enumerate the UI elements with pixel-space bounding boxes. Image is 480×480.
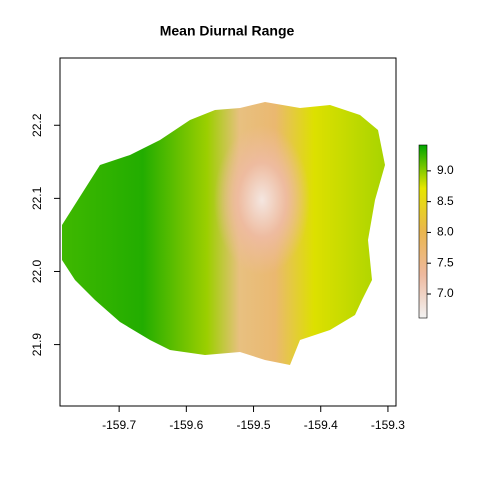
x-tick-label: -159.4 (304, 418, 338, 432)
y-tick-label: 22.1 (30, 186, 44, 210)
x-tick-label: -159.6 (169, 418, 203, 432)
colorbar-tick-label: 7.0 (437, 286, 454, 300)
x-tick-label: -159.5 (237, 418, 271, 432)
colorbar-tick-label: 8.0 (437, 225, 454, 239)
x-tick-label: -159.3 (371, 418, 405, 432)
y-tick-label: 22.0 (30, 259, 44, 283)
chart-title: Mean Diurnal Range (160, 23, 295, 39)
colorbar-tick-label: 7.5 (437, 255, 454, 269)
island (62, 102, 385, 365)
plot-frame (59, 57, 397, 407)
colorbar-tick-label: 8.5 (437, 194, 454, 208)
y-tick-label: 22.2 (30, 113, 44, 137)
colorbar-tick-label: 9.0 (437, 163, 454, 177)
colorbar (418, 144, 428, 319)
y-tick-label: 21.9 (30, 333, 44, 357)
x-tick-label: -159.7 (102, 418, 136, 432)
